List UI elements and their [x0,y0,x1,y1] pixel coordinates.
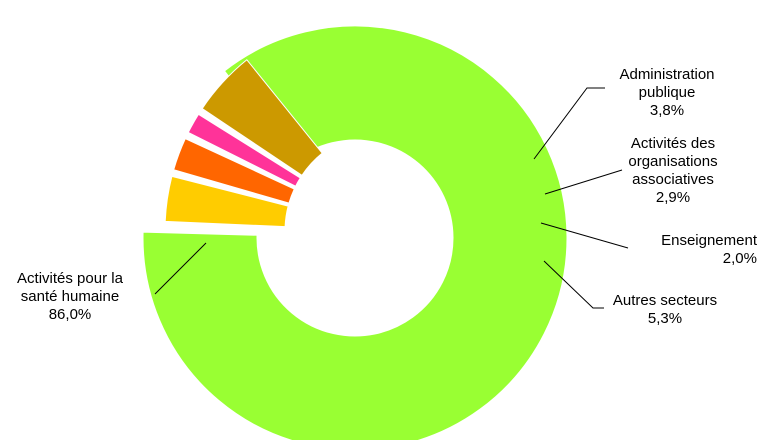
category-label: Activités des [631,135,715,152]
value-label: 2,9% [656,189,690,206]
category-label: Autres secteurs [613,292,717,309]
category-label: Activités pour la [17,270,124,287]
leader-line [543,260,604,309]
slice-enseignement [187,113,301,187]
leader-line [154,242,207,295]
category-label: Enseignement [661,232,758,249]
category-label: publique [639,84,696,101]
value-label: 2,0% [723,250,757,267]
value-label: 86,0% [49,306,92,323]
value-label: 3,8% [650,102,684,119]
value-label: 5,3% [648,310,682,327]
category-label: Administration [619,66,714,83]
donut-slices [142,25,568,440]
slice-administration-publique [164,175,289,228]
leader-line [540,222,629,249]
slice-activites-des-organisations-associatives [173,137,295,204]
category-label: santé humaine [21,288,119,305]
category-label: associatives [632,171,714,188]
leader-line [533,87,605,160]
slice-activites-pour-la-sante-humaine [142,25,568,440]
leader-line [544,169,623,195]
slice-autres-secteurs [201,59,323,177]
label-activites-des-organisations-associatives: Activités desorganisationsassociatives2,… [544,135,718,206]
category-label: organisations [628,153,717,170]
